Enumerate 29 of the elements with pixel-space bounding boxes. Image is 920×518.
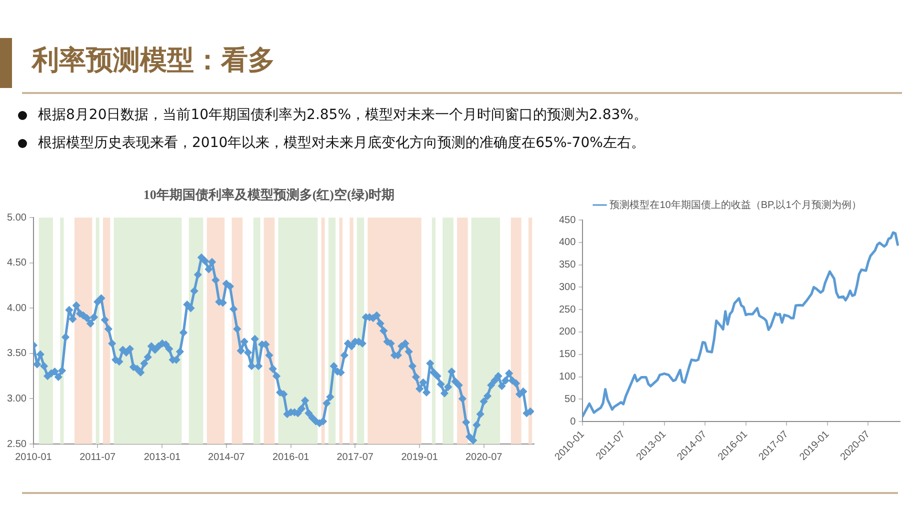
y-tick-label: 100 xyxy=(558,372,576,383)
y-tick-label: 0 xyxy=(570,416,576,428)
text: 根据模型历史表现来看，2010年以来，模型对未来月底变化方向预测的准确度在65%-70%左右。 xyxy=(38,135,645,151)
y-tick-label: 400 xyxy=(558,237,576,248)
y-tick-label: 450 xyxy=(558,214,576,226)
x-tick-label: 2017-07 xyxy=(336,452,374,463)
y-tick-label: 300 xyxy=(558,282,576,293)
x-tick-label: 2019-01 xyxy=(401,452,438,463)
x-tick-label: 2020-07 xyxy=(465,452,503,463)
y-tick-label: 200 xyxy=(558,326,576,338)
y-tick-label: 2.50 xyxy=(6,438,27,450)
y-tick-label: 250 xyxy=(558,304,576,316)
y-tick-label: 4.00 xyxy=(6,302,27,314)
y-tick-label: 50 xyxy=(564,394,576,405)
x-tick-label: 2010-01 xyxy=(15,452,52,463)
text: 根据8月20日数据，当前10年期国债利率为2.85%，模型对未来一个月时间窗口的预测为2.83%。 xyxy=(38,107,648,123)
x-tick-label: 2016-01 xyxy=(272,452,310,463)
y-tick-label: 3.50 xyxy=(6,348,27,360)
y-tick-label: 3.00 xyxy=(6,393,27,404)
legend-label: 预测模型在10年期国债上的收益（BP,以1个月预测为例） xyxy=(610,198,862,211)
x-tick-label: 2011-07 xyxy=(80,452,116,463)
x-tick-label: 2014-07 xyxy=(208,452,246,463)
y-tick-label: 5.00 xyxy=(6,212,27,224)
x-tick-label: 2013-01 xyxy=(144,452,181,463)
y-tick-label: 150 xyxy=(558,349,576,360)
chart-title: 10年期国债利率及模型预测多(红)空(绿)时期 xyxy=(143,187,395,202)
y-tick-label: 4.50 xyxy=(6,258,27,269)
text: 利率预测模型：看多 xyxy=(32,44,275,78)
y-tick-label: 350 xyxy=(558,260,576,271)
